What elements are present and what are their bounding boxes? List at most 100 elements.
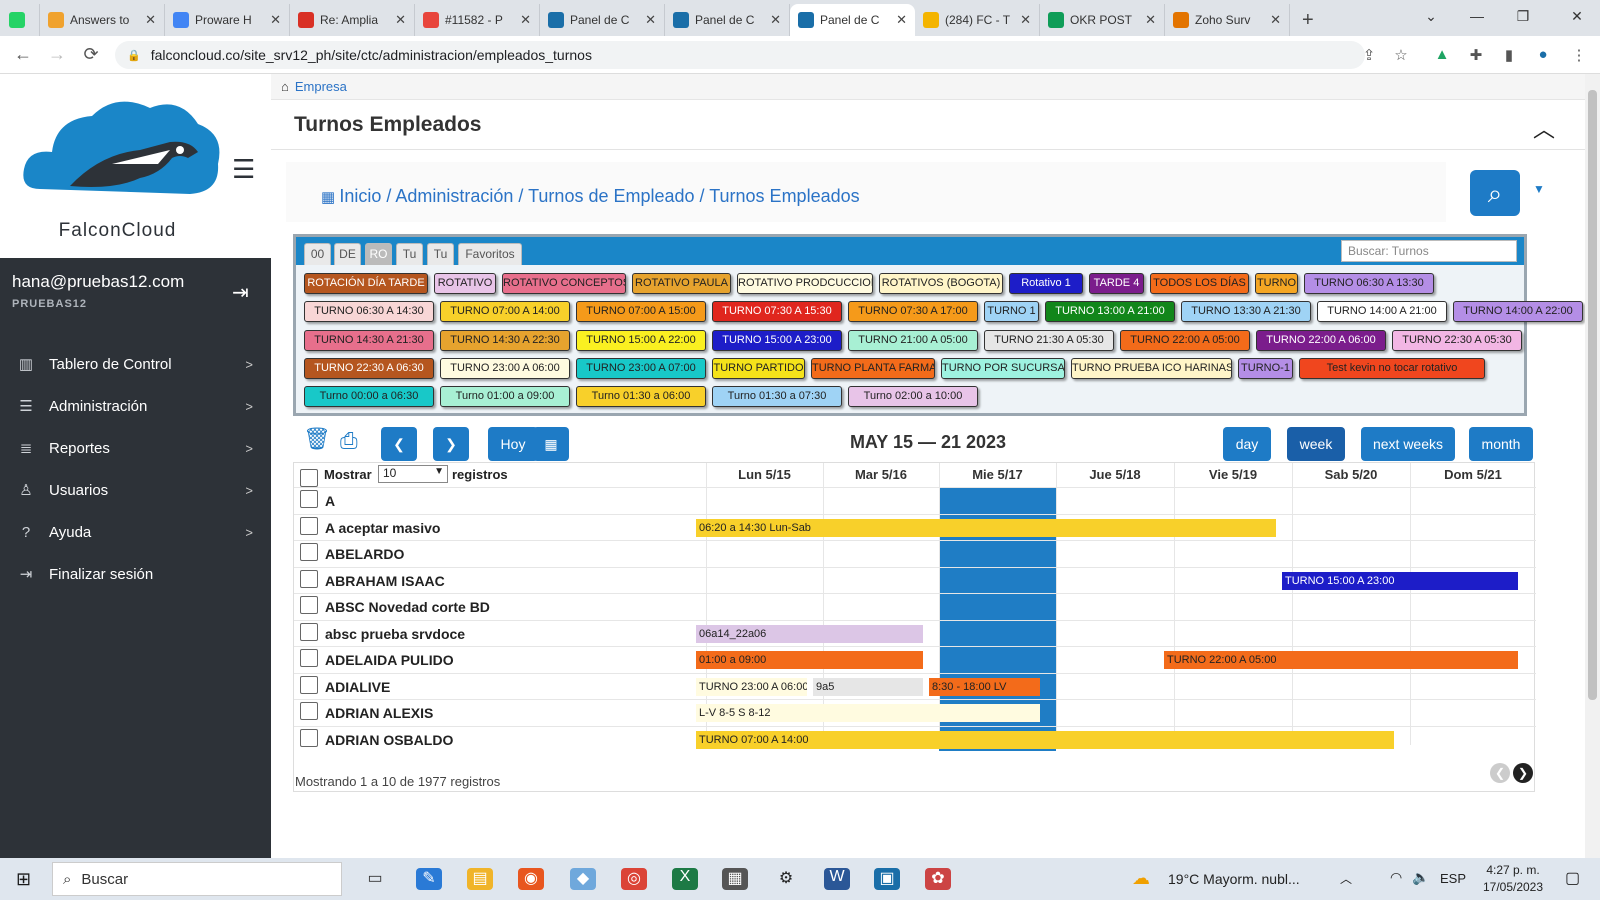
employee-name[interactable]: A aceptar masivo [325, 519, 441, 536]
shift-chip[interactable]: TURNO 23:00 A 07:00 [576, 358, 706, 379]
print-icon[interactable]: ⎙ [340, 428, 358, 453]
shift-chip[interactable]: ROTATIVOS (BOGOTA) [879, 273, 1003, 294]
shift-chip[interactable]: TURNO 06:30 A 13:30 [1304, 273, 1434, 294]
breadcrumb-path[interactable]: Inicio / Administración / Turnos de Empl… [339, 186, 860, 206]
sidebar-item[interactable]: ≣ Reportes > [0, 428, 271, 468]
row-checkbox[interactable] [300, 675, 318, 694]
legend-search-input[interactable]: Buscar: Turnos [1341, 240, 1517, 262]
shift-event[interactable]: 9a5 [813, 677, 923, 696]
restore-icon[interactable]: ❐ [1516, 7, 1530, 24]
tab-close-icon[interactable]: ✕ [770, 12, 781, 27]
select-all-checkbox[interactable] [300, 469, 318, 487]
employee-name[interactable]: ABRAHAM ISAAC [325, 572, 445, 589]
row-checkbox[interactable] [300, 702, 318, 720]
taskbar-search-box[interactable]: ⌕ Buscar [52, 862, 342, 896]
browser-tab[interactable]: Proware H ✕ [165, 4, 290, 36]
legend-tab[interactable]: Tu [427, 243, 454, 265]
shift-chip[interactable]: TARDE 4 [1089, 273, 1144, 294]
share-icon[interactable]: ⇪ [1362, 47, 1376, 64]
tab-close-icon[interactable]: ✕ [1020, 12, 1031, 27]
drive-extension-icon[interactable]: ▲ [1434, 46, 1450, 63]
shift-chip[interactable]: TURNO PRUEBA ICO HARINAS [1071, 358, 1232, 379]
employee-name[interactable]: ABELARDO [325, 546, 405, 562]
row-checkbox[interactable] [300, 543, 318, 561]
employee-name[interactable]: ADELAIDA PULIDO [325, 652, 454, 668]
shift-chip[interactable]: ROTATIVO PAULA [632, 273, 731, 294]
row-checkbox[interactable] [300, 569, 318, 588]
tray-volume-icon[interactable]: 🔈 [1412, 869, 1430, 885]
new-tab-icon[interactable]: + [1302, 9, 1314, 31]
shift-chip[interactable]: TURNO 13:30 A 21:30 [1181, 301, 1311, 322]
employee-name[interactable]: A [325, 493, 336, 509]
shift-chip[interactable]: TURNO 13:00 A 21:00 [1045, 301, 1175, 322]
today-button[interactable]: Hoy [488, 427, 538, 461]
language-indicator[interactable]: ESP [1440, 871, 1467, 886]
profile-avatar[interactable]: ● [1538, 46, 1548, 63]
shift-chip[interactable]: Turno 01:00 a 09:00 [440, 386, 570, 407]
shift-chip[interactable]: TURNO 21:00 A 05:00 [848, 330, 978, 351]
shift-chip[interactable]: TURNO 22:30 A 05:30 [1392, 330, 1522, 351]
delete-trash-icon[interactable]: 🗑 [303, 426, 331, 451]
row-checkbox[interactable] [300, 649, 318, 667]
shift-chip[interactable]: Test kevin no tocar rotativo [1299, 358, 1485, 379]
browser-tab[interactable]: #11582 - P ✕ [415, 4, 540, 36]
shift-chip[interactable]: Turno 02:00 a 10:00 [848, 386, 978, 407]
view-week-button[interactable]: week [1287, 427, 1345, 461]
notepad-app-icon[interactable]: ✎ [416, 868, 442, 890]
tab-close-icon[interactable]: ✕ [395, 12, 406, 27]
legend-tab[interactable]: Favoritos [458, 243, 522, 265]
shift-chip[interactable]: Turno 01:30 a 07:30 [712, 386, 842, 407]
shift-chip[interactable]: TURNO PARTIDO [712, 358, 805, 379]
sidepanel-icon[interactable]: ▮ [1504, 47, 1514, 64]
shift-chip[interactable]: TURNO 14:00 A 22:00 [1453, 301, 1583, 322]
shift-chip[interactable]: TURNO POR SUCURSAL [941, 358, 1065, 379]
shift-chip[interactable]: ROTATIVO PRODCUCCION [737, 273, 873, 294]
shift-chip[interactable]: ROTACIÓN DÍA TARDE [304, 273, 428, 294]
weather-text[interactable]: 19°C Mayorm. nubl... [1168, 871, 1300, 887]
tab-list-icon[interactable]: ⌄ [1425, 7, 1437, 24]
sidebar-item[interactable]: ☰ Administración > [0, 386, 271, 426]
shift-chip[interactable]: TURNO 07:30 A 17:00 [848, 301, 978, 322]
employee-name[interactable]: ABSC Novedad corte BD [325, 599, 490, 615]
shift-event[interactable]: TURNO 07:00 A 14:00 [696, 730, 1394, 749]
shift-chip[interactable]: TURNO 15:00 A 23:00 [712, 330, 842, 351]
extensions-puzzle-icon[interactable]: ✚ [1469, 47, 1483, 64]
row-checkbox[interactable] [300, 728, 318, 747]
shift-chip[interactable]: TURNO [1255, 273, 1298, 294]
tray-network-icon[interactable]: ◠ [1390, 869, 1403, 885]
excel-icon[interactable]: X [672, 868, 698, 890]
tab-close-icon[interactable]: ✕ [145, 12, 156, 27]
bookmark-star-icon[interactable]: ☆ [1394, 47, 1408, 64]
sidebar-item[interactable]: ♙ Usuarios > [0, 470, 271, 510]
browser-tab[interactable]: Answers to ✕ [40, 4, 165, 36]
shift-chip[interactable]: TURNO-1 [1238, 358, 1293, 379]
tab-close-icon[interactable]: ✕ [1270, 12, 1281, 27]
shift-chip[interactable]: TURNO 22:30 A 06:30 [304, 358, 434, 379]
home-icon[interactable]: ⌂ [281, 79, 289, 94]
pager-next-icon[interactable]: ❯ [1513, 763, 1533, 783]
employee-name[interactable]: ADIALIVE [325, 678, 391, 695]
browser-tab[interactable]: OKR POST ✕ [1040, 4, 1165, 36]
row-checkbox[interactable] [300, 490, 318, 508]
clock-date[interactable]: 17/05/2023 [1482, 880, 1544, 894]
page-size-select[interactable]: 10 ▼ [378, 465, 448, 483]
shift-chip[interactable]: Rotativo 1 [1009, 273, 1083, 294]
view-next-weeks-button[interactable]: next weeks [1361, 427, 1455, 461]
windows-start-icon[interactable]: ⊞ [16, 869, 32, 889]
tray-chevron-icon[interactable]: ︿ [1340, 872, 1353, 886]
view-month-button[interactable]: month [1469, 427, 1533, 461]
scrollbar-thumb[interactable] [1588, 90, 1597, 700]
sidebar-item[interactable]: ⇥ Finalizar sesión [0, 554, 271, 594]
browser-tab[interactable] [0, 4, 40, 36]
shift-chip[interactable]: ROTATIVO [434, 273, 496, 294]
browser-tab[interactable]: (284) FC - T ✕ [915, 4, 1040, 36]
legend-tab[interactable]: DE [334, 243, 361, 265]
view-day-button[interactable]: day [1223, 427, 1271, 461]
shift-event[interactable]: 06a14_22a06 [696, 624, 923, 643]
tab-close-icon[interactable]: ✕ [645, 12, 656, 27]
chrome-icon[interactable]: ◎ [621, 868, 647, 890]
shift-chip[interactable]: ROTATIVO CONCEPTOS [502, 273, 626, 294]
tab-close-icon[interactable]: ✕ [520, 12, 531, 27]
pager-prev-icon[interactable]: ❮ [1490, 763, 1510, 783]
shift-event[interactable]: L-V 8-5 S 8-12 [696, 704, 1040, 722]
